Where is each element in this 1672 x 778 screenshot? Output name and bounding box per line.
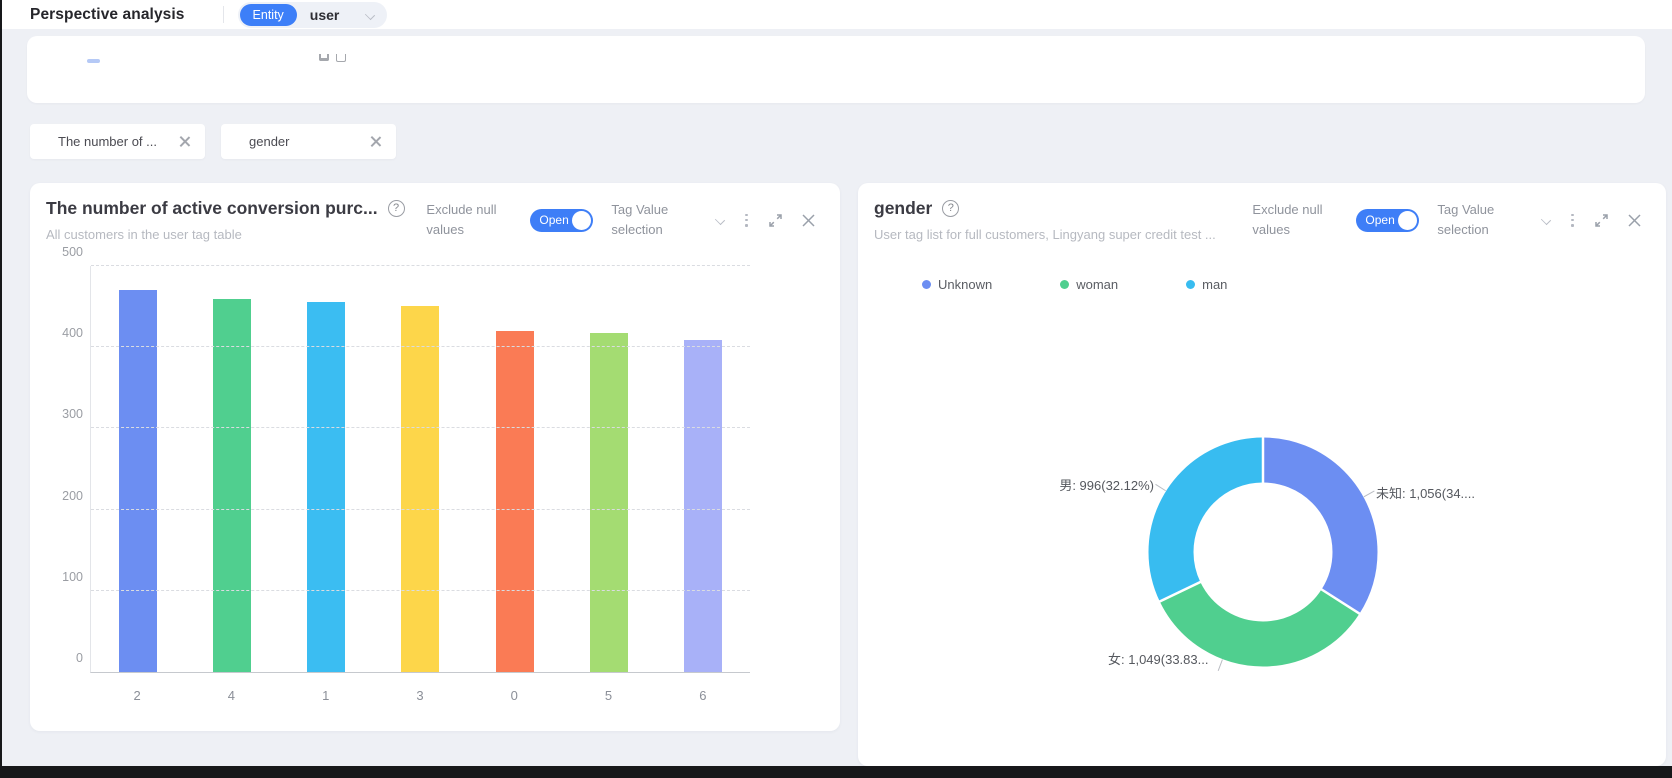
- donut-segment-man[interactable]: [1148, 437, 1378, 667]
- window-edge-bottom: [0, 766, 1672, 778]
- gridline: [91, 346, 750, 348]
- x-axis-label: 3: [416, 688, 424, 703]
- legend-item-woman[interactable]: woman: [1060, 277, 1118, 292]
- entity-badge: Entity: [239, 3, 297, 26]
- chart-icon[interactable]: [319, 54, 329, 61]
- kebab-menu-icon[interactable]: [1569, 212, 1576, 229]
- help-icon[interactable]: ?: [387, 200, 405, 217]
- top-bar: Perspective analysis Entity user: [0, 0, 1672, 29]
- toggle-label: Open: [1365, 213, 1395, 228]
- bar[interactable]: [468, 266, 562, 672]
- expand-icon[interactable]: [768, 213, 783, 228]
- exclude-null-toggle[interactable]: Open: [530, 208, 594, 232]
- y-axis-tick: 300: [62, 407, 83, 422]
- close-icon[interactable]: [179, 136, 190, 147]
- y-axis-tick: 0: [76, 651, 83, 665]
- toggle-knob: [572, 210, 592, 230]
- bar-series: [91, 266, 750, 672]
- bar-plot-area: 0 100 200 300 400 500: [62, 245, 750, 673]
- close-icon[interactable]: [1627, 213, 1642, 228]
- card-subtitle: All customers in the user tag table: [46, 227, 242, 242]
- help-icon[interactable]: ?: [942, 200, 960, 217]
- legend-label: man: [1202, 277, 1228, 292]
- card-title: The number of active conversion purc...: [46, 198, 378, 218]
- bar[interactable]: [185, 266, 279, 672]
- legend-dot: [1186, 280, 1196, 289]
- legend-dot: [922, 280, 931, 289]
- toggle-knob: [1398, 210, 1418, 230]
- gridline: [91, 508, 750, 510]
- x-axis-label: 2: [133, 688, 141, 703]
- gridline: [91, 589, 750, 591]
- expand-icon[interactable]: [1594, 213, 1609, 228]
- gridline: [91, 265, 750, 266]
- collapsed-panel: [27, 36, 1645, 103]
- truncated-checkbox[interactable]: [87, 59, 100, 63]
- x-axis-label: 0: [510, 688, 518, 703]
- toggle-label: Open: [539, 213, 569, 228]
- y-axis-tick: 500: [62, 245, 83, 259]
- filter-tab-label: gender: [249, 134, 290, 149]
- y-axis-tick: 100: [62, 569, 83, 584]
- close-icon[interactable]: [370, 136, 381, 147]
- legend-dot: [1060, 280, 1070, 289]
- chart-card-donut: gender ? User tag list for full customer…: [858, 183, 1666, 766]
- kebab-menu-icon[interactable]: [743, 212, 750, 229]
- bar[interactable]: [91, 266, 185, 672]
- pie-label-man: 男: 996(32.12%): [1059, 478, 1154, 493]
- y-axis-tick: 200: [62, 488, 83, 503]
- legend-label: Unknown: [938, 277, 993, 292]
- card-title: gender: [874, 198, 933, 218]
- legend-item-unknown[interactable]: Unknown: [922, 277, 992, 292]
- filter-tab-label: The number of ...: [58, 134, 157, 149]
- table-icon[interactable]: [336, 54, 346, 62]
- entity-value: user: [309, 6, 340, 23]
- truncated-icons: [319, 54, 346, 62]
- divider: [222, 6, 224, 23]
- entity-selector[interactable]: Entity user: [237, 1, 388, 28]
- tag-value-selection-label: Tag Value selection: [611, 202, 669, 238]
- donut-legend: Unknown woman man: [922, 277, 1227, 292]
- exclude-null-label: Exclude null values: [426, 202, 497, 238]
- bar[interactable]: [373, 266, 467, 672]
- pie-label-woman: 女: 1,049(33.83...: [1108, 652, 1209, 667]
- legend-label: woman: [1076, 277, 1119, 292]
- x-axis-label: 5: [604, 688, 613, 703]
- chevron-down-icon[interactable]: [1541, 215, 1551, 225]
- donut-segment-woman[interactable]: [1148, 437, 1378, 667]
- chart-card-bar: The number of active conversion purc... …: [30, 183, 840, 731]
- x-axis-label: 4: [227, 688, 236, 703]
- bar[interactable]: [279, 266, 373, 672]
- close-icon[interactable]: [801, 213, 816, 228]
- exclude-null-label: Exclude null values: [1252, 202, 1323, 238]
- pie-label-unknown: 未知: 1,056(34....: [1376, 486, 1475, 501]
- x-axis-label: 6: [699, 688, 707, 703]
- bar-xaxis-labels: 2 4 1 3 0 5 6: [90, 688, 750, 703]
- filter-tabs: The number of ... gender: [30, 124, 396, 159]
- legend-item-man[interactable]: man: [1186, 277, 1227, 292]
- x-axis-label: 1: [322, 688, 330, 703]
- filter-tab-gender[interactable]: gender: [221, 124, 396, 159]
- window-edge-left: [0, 0, 2, 778]
- page-title: Perspective analysis: [30, 5, 185, 23]
- chevron-down-icon: [365, 10, 375, 20]
- card-subtitle: User tag list for full customers, Lingya…: [874, 227, 1216, 242]
- exclude-null-toggle[interactable]: Open: [1356, 208, 1420, 232]
- chevron-down-icon[interactable]: [715, 215, 725, 225]
- bar[interactable]: [562, 266, 656, 672]
- tag-value-selection-label: Tag Value selection: [1437, 202, 1495, 238]
- gridline: [91, 427, 750, 429]
- bar[interactable]: [656, 266, 750, 672]
- donut-svg[interactable]: [1143, 432, 1383, 672]
- filter-tab-number[interactable]: The number of ...: [30, 124, 205, 159]
- y-axis-tick: 400: [62, 326, 83, 341]
